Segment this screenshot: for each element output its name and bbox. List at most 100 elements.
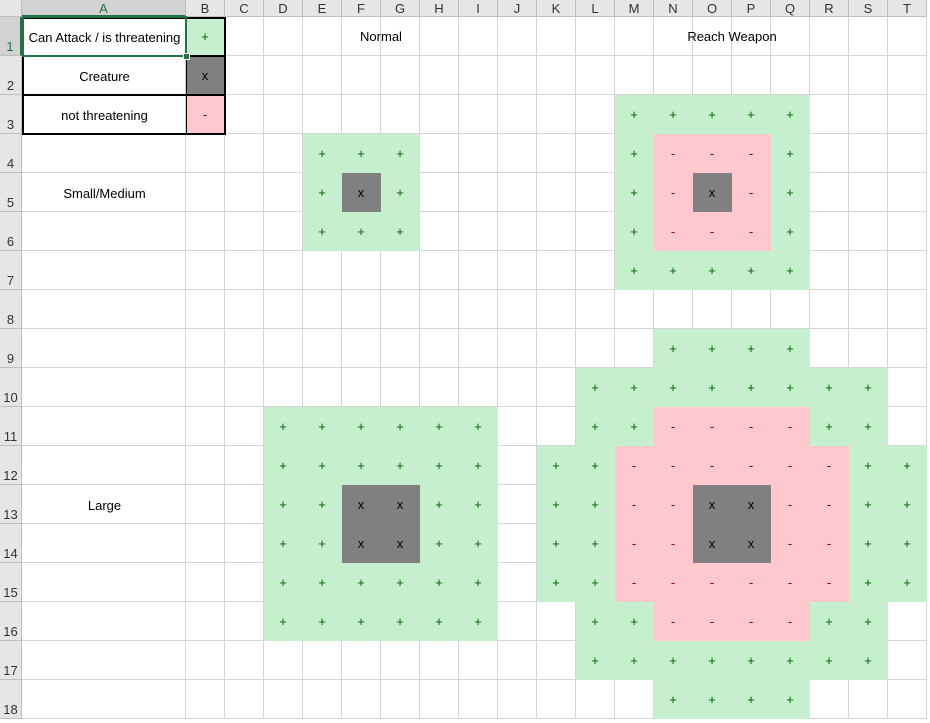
column-header-C[interactable]: C <box>225 0 264 17</box>
cell-K11[interactable] <box>537 407 576 446</box>
cell-P14[interactable]: x <box>732 524 771 563</box>
column-header-M[interactable]: M <box>615 0 654 17</box>
cell-L11[interactable]: + <box>576 407 615 446</box>
row-header-18[interactable]: 18 <box>0 680 22 719</box>
cell-P8[interactable] <box>732 290 771 329</box>
cell-C1[interactable] <box>225 17 264 56</box>
cell-R4[interactable] <box>810 134 849 173</box>
column-header-N[interactable]: N <box>654 0 693 17</box>
cell-N12[interactable]: - <box>654 446 693 485</box>
legend-label-creature[interactable]: Creature <box>79 69 130 84</box>
cell-G1[interactable] <box>381 17 420 56</box>
cell-K3[interactable] <box>537 95 576 134</box>
cell-R12[interactable]: - <box>810 446 849 485</box>
cell-K10[interactable] <box>537 368 576 407</box>
cell-E9[interactable] <box>303 329 342 368</box>
cell-Q17[interactable]: + <box>771 641 810 680</box>
cell-K1[interactable] <box>537 17 576 56</box>
column-header-P[interactable]: P <box>732 0 771 17</box>
cell-C4[interactable] <box>225 134 264 173</box>
cell-C14[interactable] <box>225 524 264 563</box>
cell-G3[interactable] <box>381 95 420 134</box>
cell-L2[interactable] <box>576 56 615 95</box>
cell-A18[interactable] <box>22 680 186 719</box>
cell-A12[interactable] <box>22 446 186 485</box>
cell-R17[interactable]: + <box>810 641 849 680</box>
cell-T4[interactable] <box>888 134 927 173</box>
cell-N18[interactable]: + <box>654 680 693 719</box>
cell-B10[interactable] <box>186 368 225 407</box>
cell-J3[interactable] <box>498 95 537 134</box>
cell-J12[interactable] <box>498 446 537 485</box>
row-header-2[interactable]: 2 <box>0 56 22 95</box>
column-header-A[interactable]: A <box>22 0 186 17</box>
cell-R2[interactable] <box>810 56 849 95</box>
cell-D4[interactable] <box>264 134 303 173</box>
cell-P2[interactable] <box>732 56 771 95</box>
cell-K5[interactable] <box>537 173 576 212</box>
cell-G18[interactable] <box>381 680 420 719</box>
cell-K15[interactable]: + <box>537 563 576 602</box>
cell-L5[interactable] <box>576 173 615 212</box>
column-header-Q[interactable]: Q <box>771 0 810 17</box>
cell-F10[interactable] <box>342 368 381 407</box>
cell-J6[interactable] <box>498 212 537 251</box>
cell-J17[interactable] <box>498 641 537 680</box>
cell-A15[interactable] <box>22 563 186 602</box>
cell-R15[interactable]: - <box>810 563 849 602</box>
cell-E7[interactable] <box>303 251 342 290</box>
cell-A7[interactable] <box>22 251 186 290</box>
cell-Q11[interactable]: - <box>771 407 810 446</box>
cell-I5[interactable] <box>459 173 498 212</box>
cell-K4[interactable] <box>537 134 576 173</box>
cell-T16[interactable] <box>888 602 927 641</box>
cell-E17[interactable] <box>303 641 342 680</box>
cell-C11[interactable] <box>225 407 264 446</box>
cell-S15[interactable]: + <box>849 563 888 602</box>
cell-E8[interactable] <box>303 290 342 329</box>
cell-J15[interactable] <box>498 563 537 602</box>
cell-P11[interactable]: - <box>732 407 771 446</box>
cell-H18[interactable] <box>420 680 459 719</box>
cell-R1[interactable] <box>810 17 849 56</box>
cell-C6[interactable] <box>225 212 264 251</box>
cell-C10[interactable] <box>225 368 264 407</box>
cell-H8[interactable] <box>420 290 459 329</box>
cell-J8[interactable] <box>498 290 537 329</box>
cell-H15[interactable]: + <box>420 563 459 602</box>
cell-O8[interactable] <box>693 290 732 329</box>
cell-F16[interactable]: + <box>342 602 381 641</box>
cell-G14[interactable]: x <box>381 524 420 563</box>
cell-T6[interactable] <box>888 212 927 251</box>
cell-E1[interactable] <box>303 17 342 56</box>
cell-N10[interactable]: + <box>654 368 693 407</box>
cell-L8[interactable] <box>576 290 615 329</box>
cell-B14[interactable] <box>186 524 225 563</box>
cell-Q18[interactable]: + <box>771 680 810 719</box>
cell-S12[interactable]: + <box>849 446 888 485</box>
cell-E12[interactable]: + <box>303 446 342 485</box>
cell-L15[interactable]: + <box>576 563 615 602</box>
cell-M1[interactable] <box>615 17 654 56</box>
cell-I1[interactable] <box>459 17 498 56</box>
cell-A8[interactable] <box>22 290 186 329</box>
cell-N6[interactable]: - <box>654 212 693 251</box>
cell-S7[interactable] <box>849 251 888 290</box>
cell-C17[interactable] <box>225 641 264 680</box>
cell-H1[interactable] <box>420 17 459 56</box>
cell-N1[interactable] <box>654 17 693 56</box>
heading-reach-weapon[interactable]: Reach Weapon <box>687 29 777 44</box>
cell-K8[interactable] <box>537 290 576 329</box>
cell-C12[interactable] <box>225 446 264 485</box>
cell-R18[interactable] <box>810 680 849 719</box>
row-header-11[interactable]: 11 <box>0 407 22 446</box>
cell-E18[interactable] <box>303 680 342 719</box>
cell-T3[interactable] <box>888 95 927 134</box>
cell-F7[interactable] <box>342 251 381 290</box>
cell-J1[interactable] <box>498 17 537 56</box>
cell-J16[interactable] <box>498 602 537 641</box>
cell-K7[interactable] <box>537 251 576 290</box>
cell-H6[interactable] <box>420 212 459 251</box>
cell-P1[interactable] <box>732 17 771 56</box>
cell-J18[interactable] <box>498 680 537 719</box>
